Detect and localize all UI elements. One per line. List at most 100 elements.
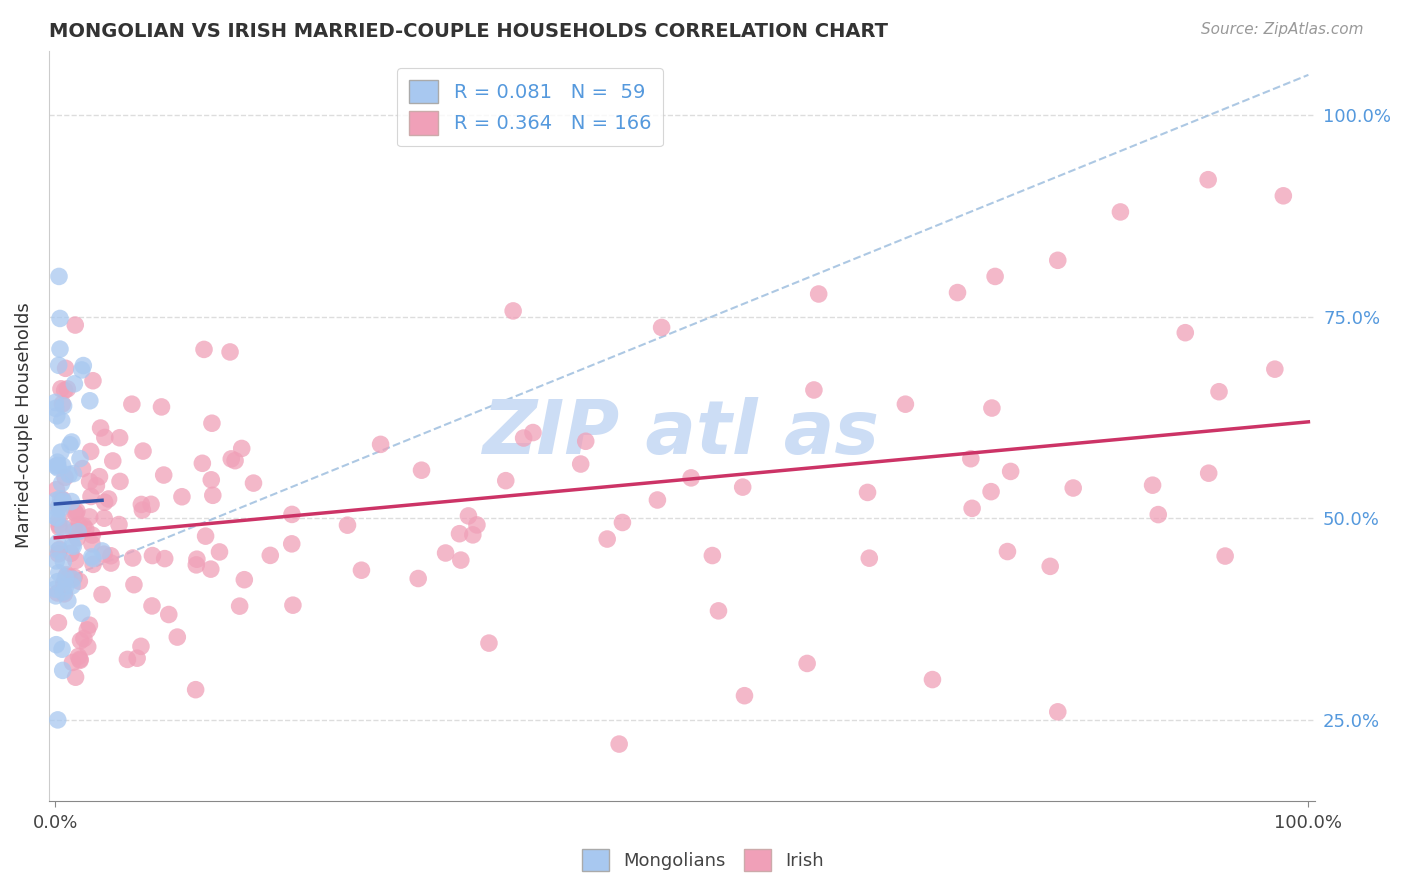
Point (73, 632, 96, 646)
Point (46, 502, 69, 516)
Point (79, 510, 101, 524)
Point (86, 479, 108, 493)
Point (52, 576, 75, 591)
Point (60, 579, 83, 593)
Point (411, 463, 433, 477)
Point (141, 599, 163, 613)
Point (1208, 384, 1230, 399)
Point (1000, 465, 1022, 479)
Point (63, 520, 86, 534)
Point (150, 400, 173, 414)
Point (208, 545, 231, 559)
Point (65, 507, 87, 521)
Point (231, 442, 253, 456)
Point (569, 457, 592, 471)
Point (48, 359, 70, 373)
Point (67, 574, 90, 589)
Point (97, 491, 120, 506)
Point (647, 493, 669, 508)
Point (228, 599, 250, 614)
Legend: Mongolians, Irish: Mongolians, Irish (575, 842, 831, 879)
Point (65, 670, 87, 684)
Point (807, 287, 830, 301)
Point (52, 492, 75, 507)
Point (157, 607, 180, 622)
Point (52, 399, 75, 413)
Point (1039, 559, 1062, 574)
Point (141, 549, 163, 563)
Point (46, 535, 69, 549)
Point (46, 713, 69, 727)
Point (502, 304, 524, 318)
Point (48, 566, 70, 580)
Point (48, 513, 70, 527)
Point (75, 522, 97, 536)
Point (224, 453, 246, 467)
Point (72, 461, 94, 475)
Point (90, 421, 112, 435)
Point (980, 401, 1002, 415)
Point (465, 517, 488, 532)
Point (281, 598, 304, 612)
Point (858, 551, 880, 566)
Point (512, 431, 534, 445)
Point (478, 636, 501, 650)
Point (1147, 508, 1170, 522)
Point (52, 458, 75, 473)
Point (46, 461, 69, 475)
Point (93, 547, 115, 561)
Point (70, 607, 93, 621)
Point (48, 269, 70, 284)
Point (56, 567, 79, 582)
Point (121, 551, 143, 566)
Point (48, 518, 70, 533)
Point (1046, 705, 1069, 719)
Point (406, 572, 429, 586)
Point (76, 640, 98, 654)
Point (702, 549, 724, 563)
Point (49, 501, 72, 516)
Point (184, 682, 207, 697)
Point (76, 623, 98, 637)
Point (62, 656, 84, 670)
Point (1142, 478, 1164, 492)
Point (51, 642, 73, 657)
Point (108, 475, 131, 489)
Point (45, 589, 67, 603)
Point (1197, 172, 1219, 186)
Text: Source: ZipAtlas.com: Source: ZipAtlas.com (1201, 22, 1364, 37)
Point (1062, 481, 1084, 495)
Point (51, 476, 73, 491)
Point (91, 588, 114, 602)
Point (55, 361, 77, 376)
Point (280, 537, 302, 551)
Point (79, 444, 101, 458)
Point (89, 469, 111, 483)
Point (45, 483, 67, 497)
Point (45, 409, 67, 423)
Point (67, 524, 90, 539)
Point (1174, 326, 1197, 340)
Point (82, 528, 104, 542)
Point (48, 615, 70, 630)
Point (191, 456, 214, 470)
Point (49, 445, 72, 459)
Point (58, 467, 80, 482)
Point (45, 401, 67, 416)
Point (45, 459, 67, 474)
Point (186, 558, 208, 572)
Point (69, 653, 91, 667)
Point (59, 438, 82, 452)
Point (681, 471, 703, 485)
Point (127, 651, 149, 665)
Point (45, 509, 67, 524)
Point (731, 480, 754, 494)
Point (59, 546, 82, 560)
Point (55, 580, 77, 594)
Point (60, 494, 83, 508)
Point (69, 451, 91, 466)
Point (607, 737, 630, 751)
Point (259, 549, 281, 563)
Point (93, 495, 115, 509)
Point (734, 689, 756, 703)
